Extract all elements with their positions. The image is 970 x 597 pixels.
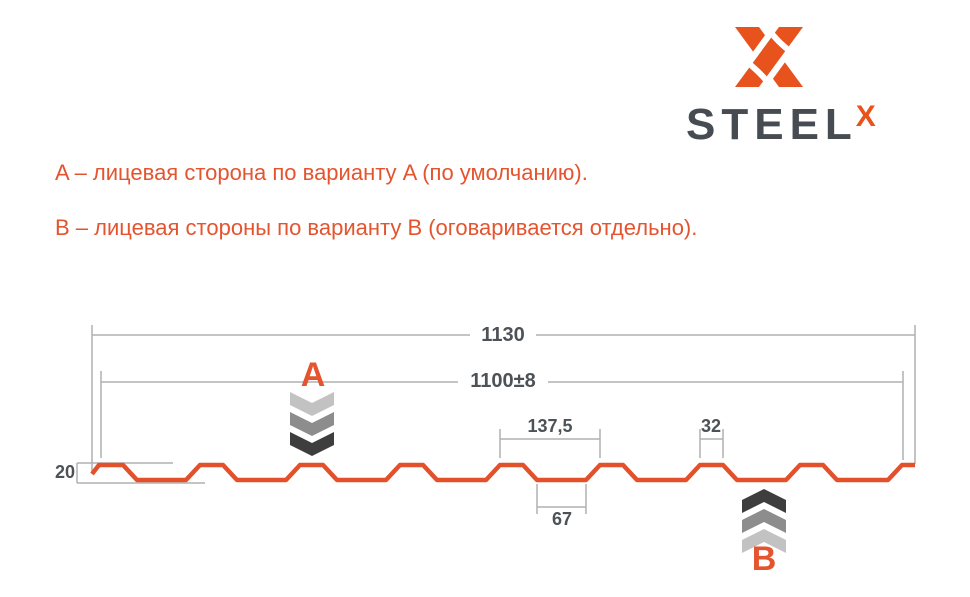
side-a-chevrons	[290, 392, 334, 456]
chevron-down-icon	[290, 432, 334, 456]
side-a-label: A	[300, 356, 326, 394]
dim-overall-width	[91, 325, 916, 471]
note-variant-b: B – лицевая стороны по варианту B (огова…	[55, 215, 698, 240]
dim-useful-width	[100, 371, 904, 460]
side-b-label: B	[751, 540, 777, 578]
dim-height	[76, 462, 205, 484]
dim-pitch	[499, 429, 601, 458]
dim-label-pitch: 137,5	[527, 416, 573, 436]
brand-wordmark: STEELX	[686, 100, 916, 150]
chevron-down-icon	[290, 412, 334, 436]
brand-sup-x: X	[855, 100, 876, 133]
dim-label-rib-top: 32	[700, 416, 722, 436]
brand-text: STEEL	[686, 100, 858, 149]
steelx-x-icon	[731, 27, 807, 87]
dim-label-profile-height: 20	[54, 462, 75, 482]
dim-rib-top	[699, 429, 724, 458]
chevron-down-icon	[290, 392, 334, 416]
dim-label-overall-width: 1130	[475, 324, 531, 347]
chevron-up-icon	[742, 489, 786, 513]
dim-label-useful-width: 1100±8	[464, 370, 542, 393]
dim-label-valley: 67	[551, 509, 573, 529]
chevron-up-icon	[742, 509, 786, 533]
side-b-chevrons	[742, 489, 786, 553]
chevron-up-icon	[742, 529, 786, 553]
note-variant-a: A – лицевая сторона по варианту A (по ум…	[55, 160, 588, 185]
sheet-profile-line	[90, 462, 915, 483]
dim-valley	[536, 484, 587, 514]
